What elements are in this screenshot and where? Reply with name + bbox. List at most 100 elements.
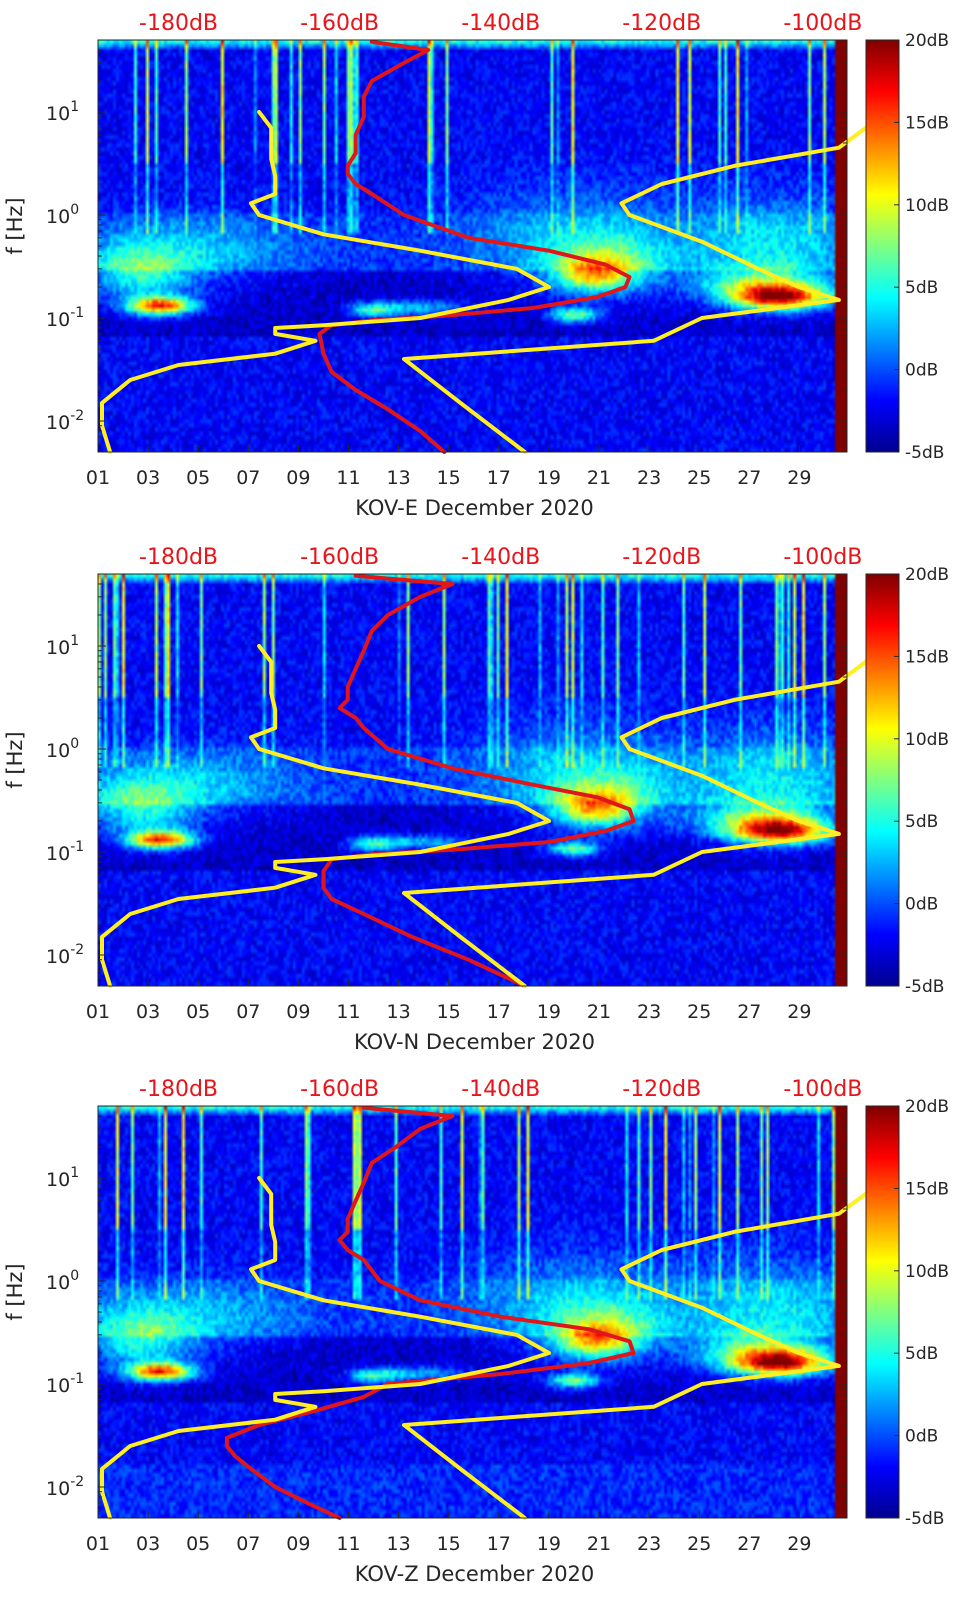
y-tick-label: 100 bbox=[46, 202, 79, 228]
x-tick-label: 13 bbox=[387, 467, 411, 489]
y-tick-label: 101 bbox=[46, 99, 79, 125]
noise-model-high-curve bbox=[402, 644, 890, 988]
colorbar-label: -5dB bbox=[905, 443, 944, 463]
y-axis-title: f [Hz] bbox=[3, 197, 27, 254]
top-db-label: -180dB bbox=[139, 11, 218, 36]
x-tick-label: 19 bbox=[537, 1533, 561, 1555]
top-db-label: -180dB bbox=[139, 1077, 218, 1102]
colorbar-label: 5dB bbox=[905, 812, 938, 832]
top-db-label: -100dB bbox=[783, 11, 862, 36]
x-tick-label: 01 bbox=[86, 467, 110, 489]
colorbar bbox=[865, 39, 900, 453]
x-tick-label: 03 bbox=[136, 1001, 160, 1023]
y-tick-label: 100 bbox=[46, 736, 79, 762]
colorbar-label: 0dB bbox=[905, 1427, 938, 1447]
x-tick-label: 29 bbox=[787, 1001, 811, 1023]
x-tick-label: 23 bbox=[637, 467, 661, 489]
noise-model-low-curve bbox=[100, 1176, 551, 1520]
x-tick-label: 27 bbox=[737, 1533, 761, 1555]
top-db-label: -140dB bbox=[461, 545, 540, 570]
x-tick-label: 07 bbox=[236, 467, 260, 489]
x-tick-label: 13 bbox=[387, 1001, 411, 1023]
x-tick-label: 27 bbox=[737, 1001, 761, 1023]
x-tick-label: 21 bbox=[587, 1533, 611, 1555]
x-tick-label: 11 bbox=[336, 1001, 360, 1023]
top-db-label: -160dB bbox=[300, 545, 379, 570]
top-db-label: -120dB bbox=[622, 11, 701, 36]
x-tick-label: 25 bbox=[687, 467, 711, 489]
x-tick-label: 23 bbox=[637, 1001, 661, 1023]
colorbar-label: 5dB bbox=[905, 1344, 938, 1364]
x-tick-label: 05 bbox=[186, 1533, 210, 1555]
noise-model-low-curve bbox=[100, 110, 551, 454]
x-tick-label: 07 bbox=[236, 1001, 260, 1023]
x-tick-label: 11 bbox=[336, 1533, 360, 1555]
x-tick-label: 23 bbox=[637, 1533, 661, 1555]
top-db-label: -100dB bbox=[783, 545, 862, 570]
x-tick-label: 05 bbox=[186, 467, 210, 489]
colorbar-label: 10dB bbox=[905, 730, 949, 750]
colorbar-label: -5dB bbox=[905, 977, 944, 997]
y-tick-label: 100 bbox=[46, 1268, 79, 1294]
noise-model-high-curve bbox=[402, 1176, 890, 1520]
y-axis-title: f [Hz] bbox=[3, 731, 27, 788]
x-tick-label: 15 bbox=[437, 1533, 461, 1555]
x-tick-label: 01 bbox=[86, 1001, 110, 1023]
y-tick-label: 10-1 bbox=[46, 839, 84, 865]
y-tick-label: 10-1 bbox=[46, 1371, 84, 1397]
top-db-label: -180dB bbox=[139, 545, 218, 570]
x-tick-label: 19 bbox=[537, 1001, 561, 1023]
colorbar-label: 10dB bbox=[905, 1262, 949, 1282]
top-db-label: -140dB bbox=[461, 1077, 540, 1102]
top-db-label: -160dB bbox=[300, 1077, 379, 1102]
x-tick-label: 13 bbox=[387, 1533, 411, 1555]
x-tick-label: 03 bbox=[136, 1533, 160, 1555]
colorbar-label: 15dB bbox=[905, 1179, 949, 1199]
colorbar-label: 5dB bbox=[905, 278, 938, 298]
x-tick-label: 25 bbox=[687, 1533, 711, 1555]
top-db-label: -160dB bbox=[300, 11, 379, 36]
x-tick-label: 09 bbox=[286, 1001, 310, 1023]
colorbar bbox=[865, 573, 900, 987]
colorbar bbox=[865, 1105, 900, 1519]
y-axis-title: f [Hz] bbox=[3, 1263, 27, 1320]
colorbar-label: -5dB bbox=[905, 1509, 944, 1529]
colorbar-label: 15dB bbox=[905, 647, 949, 667]
x-tick-label: 29 bbox=[787, 467, 811, 489]
x-axis-title: KOV-Z December 2020 bbox=[355, 1562, 595, 1586]
x-tick-label: 17 bbox=[487, 467, 511, 489]
x-tick-label: 09 bbox=[286, 467, 310, 489]
top-db-label: -120dB bbox=[622, 1077, 701, 1102]
x-tick-label: 05 bbox=[186, 1001, 210, 1023]
x-tick-label: 25 bbox=[687, 1001, 711, 1023]
y-tick-label: 101 bbox=[46, 1165, 79, 1191]
top-db-label: -140dB bbox=[461, 11, 540, 36]
x-tick-label: 21 bbox=[587, 1001, 611, 1023]
x-tick-label: 07 bbox=[236, 1533, 260, 1555]
y-tick-label: 10-1 bbox=[46, 305, 84, 331]
panel-2: 01 03 05 07 09 11 13 15 17 19 21 23 25 27 29 10-2 10-1 10… bbox=[3, 545, 949, 1054]
colorbar-label: 20dB bbox=[905, 565, 949, 585]
colorbar-label: 15dB bbox=[905, 113, 949, 133]
y-tick-label: 101 bbox=[46, 633, 79, 659]
top-db-label: -120dB bbox=[622, 545, 701, 570]
noise-model-high-curve bbox=[402, 110, 890, 454]
x-tick-label: 11 bbox=[336, 467, 360, 489]
x-tick-label: 19 bbox=[537, 467, 561, 489]
colorbar-label: 0dB bbox=[905, 361, 938, 381]
y-tick-label: 10-2 bbox=[46, 408, 84, 434]
x-tick-label: 15 bbox=[437, 467, 461, 489]
x-tick-label: 09 bbox=[286, 1533, 310, 1555]
colorbar-label: 10dB bbox=[905, 196, 949, 216]
spectrogram-image bbox=[98, 40, 847, 452]
spectrogram-image bbox=[98, 574, 847, 986]
x-axis-title: KOV-E December 2020 bbox=[355, 496, 593, 520]
x-axis-title: KOV-N December 2020 bbox=[354, 1030, 595, 1054]
x-tick-label: 21 bbox=[587, 467, 611, 489]
x-tick-label: 03 bbox=[136, 467, 160, 489]
psd-curve bbox=[224, 1105, 636, 1520]
x-tick-label: 17 bbox=[487, 1533, 511, 1555]
psd-curve bbox=[321, 573, 636, 988]
x-tick-label: 17 bbox=[487, 1001, 511, 1023]
